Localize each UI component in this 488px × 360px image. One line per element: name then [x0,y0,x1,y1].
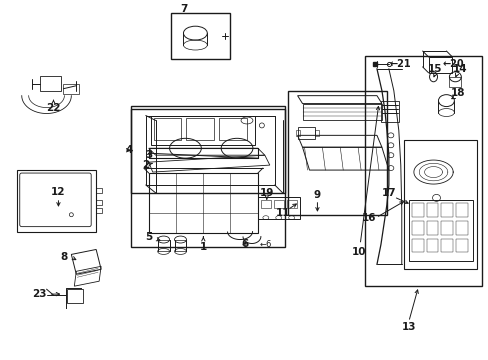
Bar [40,76,61,91]
Bar [455,203,468,217]
Bar [297,127,315,139]
Text: ←6: ←6 [259,240,272,249]
Bar [411,203,423,217]
Bar [67,289,83,303]
Bar [295,130,299,136]
Bar [403,140,476,269]
Text: 23: 23 [32,289,47,299]
Text: 18: 18 [450,88,465,98]
Bar [441,221,452,235]
Text: ←20: ←20 [442,59,463,69]
Bar [365,56,481,286]
Bar [219,118,246,140]
Text: 14: 14 [452,64,467,74]
Bar [131,105,284,193]
Bar [455,239,468,252]
Bar [380,100,398,122]
Bar [260,200,270,208]
Text: 2: 2 [142,160,152,170]
Bar [287,91,386,215]
Text: 10: 10 [351,107,379,257]
Bar [411,239,423,252]
Text: 9: 9 [313,190,320,200]
Text: 17: 17 [381,188,395,198]
Bar [150,116,254,145]
Bar [448,77,460,87]
Bar [148,148,257,158]
Bar [427,57,451,73]
Text: 3: 3 [145,150,152,160]
Bar [408,200,472,261]
Text: 5: 5 [145,231,160,242]
Bar [170,13,230,59]
Bar [257,197,299,219]
Bar [286,200,296,208]
Text: 8: 8 [61,252,68,262]
Bar [455,221,468,235]
Bar [174,239,186,251]
Bar [441,239,452,252]
Bar [96,200,102,205]
Text: 11: 11 [275,208,289,218]
Text: 12: 12 [51,187,65,197]
Bar [17,170,96,231]
Bar [157,239,169,251]
Bar [63,84,79,94]
Text: 7: 7 [180,4,187,14]
Bar [186,118,214,140]
Text: 22: 22 [46,103,61,113]
Bar [153,118,181,140]
Bar [96,208,102,213]
Bar [426,203,438,217]
Text: 4: 4 [125,145,132,155]
Text: 1: 1 [199,237,206,252]
Bar [96,188,102,193]
Bar [426,239,438,252]
Text: 19: 19 [259,188,273,198]
Bar [426,221,438,235]
Bar [148,173,257,233]
Bar [273,200,283,208]
Bar [441,203,452,217]
Bar [411,221,423,235]
Text: 13: 13 [401,322,415,332]
Text: ←21: ←21 [389,59,411,69]
Text: 16: 16 [361,213,375,223]
Text: 15: 15 [427,64,442,74]
Text: 6: 6 [241,239,248,249]
Bar [131,109,284,247]
Bar [315,130,319,136]
